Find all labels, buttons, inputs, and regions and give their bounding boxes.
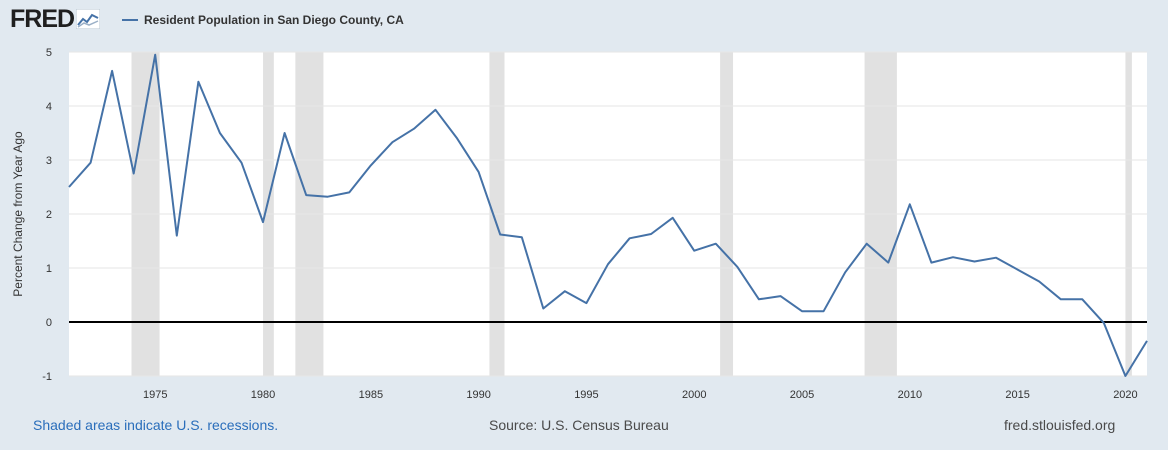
gridlines — [69, 51, 1147, 377]
header: FRED Resident Population in San Diego Co… — [0, 0, 1168, 40]
chart-legend: Resident Population in San Diego County,… — [122, 10, 404, 30]
x-axis: 1975 1980 1985 1990 1995 2000 2005 2010 2015 2020 — [143, 389, 1138, 401]
x-tick-label: 2020 — [1113, 389, 1137, 401]
series-group — [68, 53, 1148, 377]
logo-text: FRED — [10, 5, 75, 33]
source-note: Source: U.S. Census Bureau — [489, 417, 669, 433]
fred-logo[interactable]: FRED — [10, 4, 101, 34]
y-tick-label: 3 — [46, 155, 52, 167]
x-tick-label: 1980 — [251, 389, 275, 401]
x-tick-label: 1990 — [466, 389, 490, 401]
site-link[interactable]: fred.stlouisfed.org — [1004, 417, 1116, 433]
legend-line-swatch — [122, 19, 138, 21]
line-graph-icon — [76, 9, 101, 29]
y-tick-label: 4 — [46, 101, 52, 113]
y-axis: -1 0 1 2 3 4 5 — [42, 47, 52, 383]
x-tick-label: 2000 — [682, 389, 706, 401]
x-tick-label: 2005 — [790, 389, 814, 401]
y-tick-label: 5 — [46, 47, 52, 59]
y-axis-title: Percent Change from Year Ago — [11, 131, 25, 297]
line-chart: -1 0 1 2 3 4 5 1975 1980 1985 1990 1995 2000 2005 201… — [11, 47, 1148, 401]
y-tick-label: -1 — [42, 371, 52, 383]
x-tick-label: 1985 — [359, 389, 383, 401]
series-line — [68, 53, 1148, 377]
x-tick-label: 1975 — [143, 389, 167, 401]
x-tick-label: 2010 — [898, 389, 922, 401]
recession-note-link[interactable]: Shaded areas indicate U.S. recessions. — [33, 417, 279, 433]
x-tick-label: 1995 — [574, 389, 598, 401]
y-tick-label: 2 — [46, 209, 52, 221]
x-tick-label: 2015 — [1005, 389, 1029, 401]
footer: Shaded areas indicate U.S. recessions. S… — [0, 412, 1168, 438]
y-tick-label: 1 — [46, 263, 52, 275]
y-tick-label: 0 — [46, 317, 52, 329]
legend-label: Resident Population in San Diego County,… — [144, 13, 404, 27]
